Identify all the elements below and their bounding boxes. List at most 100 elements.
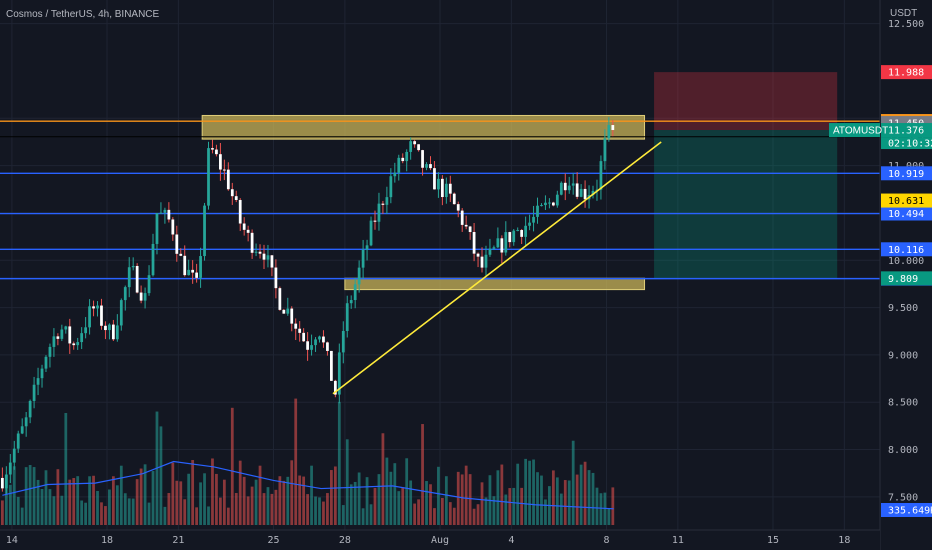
candle-body	[111, 324, 115, 340]
candle-body	[306, 341, 309, 350]
volume-bar	[266, 487, 270, 525]
candle-body	[195, 272, 198, 278]
price-label-value: 11.376	[888, 126, 924, 137]
level-price-label: 10.919	[888, 169, 924, 180]
volume-bar	[226, 507, 230, 525]
candle-body	[528, 222, 531, 226]
candle-body	[536, 205, 539, 217]
candle-body	[448, 183, 452, 194]
candle-body	[179, 253, 183, 256]
volume-bar	[504, 494, 508, 525]
volume-bar	[508, 488, 512, 525]
candle-body	[203, 205, 206, 257]
candle-body	[80, 333, 84, 343]
countdown-tag	[881, 137, 932, 150]
candle-body	[532, 216, 535, 223]
time-tick-label: 18	[838, 535, 850, 546]
candle-body	[440, 178, 444, 198]
volume-bar	[28, 465, 32, 525]
candle-body	[40, 368, 44, 379]
time-tick-label: 28	[339, 535, 351, 546]
volume-bar	[373, 488, 377, 525]
volume-bar	[111, 476, 115, 525]
candle-body	[262, 253, 266, 260]
volume-bar	[230, 407, 234, 525]
volume-bar	[211, 458, 214, 525]
price-label-tag	[881, 271, 932, 286]
candle-body	[353, 284, 357, 301]
candle-body	[504, 232, 508, 253]
candle-body	[444, 183, 448, 198]
volume-bar	[219, 497, 222, 525]
volume-bar	[167, 493, 171, 525]
volume-bar	[32, 467, 36, 525]
volume-bar	[421, 424, 424, 525]
candle-body	[488, 248, 492, 255]
candle-body	[393, 172, 397, 177]
candle-body	[226, 169, 230, 190]
candle-body	[52, 336, 56, 347]
volume-bar	[262, 493, 266, 525]
candle-body	[452, 193, 456, 205]
volume-bar	[516, 463, 520, 525]
volume-bar	[88, 476, 91, 525]
candle-body	[290, 308, 294, 324]
volume-bar	[92, 475, 95, 525]
candle-body	[234, 196, 238, 200]
time-axis-panel	[0, 530, 880, 550]
candle-body	[357, 267, 361, 285]
time-tick-label: Aug	[431, 535, 449, 546]
candle-body	[468, 226, 472, 232]
volume-bar	[80, 500, 84, 525]
time-tick-label: 25	[267, 535, 279, 546]
candle-body	[397, 157, 401, 173]
volume-bar	[579, 464, 583, 525]
candle-body	[591, 190, 595, 196]
volume-bar	[480, 482, 484, 525]
candle-body	[555, 194, 559, 206]
candle-body	[286, 308, 290, 314]
candle-body	[480, 256, 484, 268]
price-tick-label: 10.000	[888, 256, 924, 267]
candle-body	[472, 231, 476, 254]
volume-bar	[290, 460, 294, 525]
candle-body	[310, 345, 313, 350]
candle-body	[341, 330, 345, 353]
candle-body	[151, 243, 155, 276]
candles	[0, 117, 615, 495]
volume-bar	[163, 506, 167, 525]
volume-bar	[68, 479, 72, 525]
volume-bar	[242, 476, 246, 525]
price-label-value: 11.988	[888, 68, 924, 79]
candle-body	[60, 329, 64, 339]
volume-bar	[322, 501, 325, 525]
volume-bar	[369, 504, 373, 525]
candle-body	[508, 232, 512, 243]
volume-bar	[203, 473, 206, 525]
candle-body	[207, 148, 210, 206]
volume-bar	[52, 496, 56, 525]
candle-body	[496, 238, 500, 248]
candle-body	[421, 150, 424, 168]
volume-bar	[341, 505, 345, 525]
volume-bar	[444, 476, 448, 525]
candle-body	[104, 325, 107, 331]
volume-bar	[294, 398, 298, 525]
level-price-tag	[881, 206, 932, 221]
volume-bar	[0, 500, 4, 525]
price-tick-label: 9.000	[888, 350, 918, 361]
volume-bar	[536, 472, 539, 525]
candle-body	[381, 203, 385, 205]
volume-bar	[361, 508, 365, 525]
volume-bar	[567, 480, 571, 525]
volume-bar	[611, 487, 615, 525]
candle-body	[417, 144, 420, 151]
volume-bar	[76, 476, 80, 525]
volume-bar	[524, 458, 528, 525]
candle-body	[409, 141, 413, 152]
price-label-value: 10.631	[888, 196, 924, 207]
candle-body	[484, 254, 488, 268]
volume-bar	[183, 499, 187, 525]
volume-bar	[115, 485, 119, 525]
